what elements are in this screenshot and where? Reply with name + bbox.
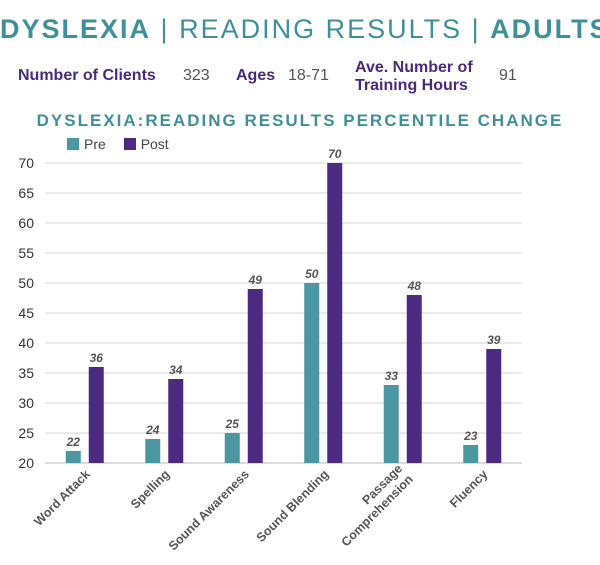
header-subject: READING RESULTS [179, 14, 463, 44]
x-tick-label-line: Fluency [447, 467, 490, 510]
data-label-pre: 24 [145, 423, 160, 437]
legend-swatch-post [123, 138, 136, 150]
y-tick-label: 30 [18, 395, 34, 411]
bar-pre [463, 445, 479, 463]
x-tick-label: Sound Blending [254, 467, 332, 545]
chart-legend: Pre Post [67, 136, 183, 152]
data-label-post: 36 [90, 351, 104, 365]
bar-post [327, 163, 343, 463]
y-tick-label: 40 [18, 335, 34, 351]
y-tick-label: 50 [18, 275, 34, 291]
data-label-post: 34 [169, 363, 183, 377]
x-tick-label-line: Word Attack [31, 467, 92, 528]
header-separator: | [471, 14, 481, 44]
stats-bar: Number of Clients 323 Ages 18-71 Ave. Nu… [18, 59, 588, 96]
x-tick-label: PassageComprehension [328, 462, 416, 550]
legend-swatch-pre [67, 138, 79, 150]
x-tick-label-line: Sound Awareness [166, 467, 252, 553]
hours-label-line2: Training Hours [355, 77, 468, 94]
bar-pre [304, 283, 320, 463]
bar-post [88, 367, 104, 463]
bar-post [168, 379, 184, 463]
x-tick-label: Word Attack [31, 467, 92, 528]
data-label-pre: 50 [305, 267, 319, 281]
legend-item-pre: Pre [67, 136, 106, 152]
hours-label-line1: Ave. Number of [355, 59, 473, 76]
data-label-post: 39 [487, 333, 501, 347]
y-tick-label: 65 [18, 185, 34, 201]
y-tick-label: 60 [18, 215, 34, 231]
data-label-pre: 25 [225, 417, 240, 431]
hours-value: 91 [499, 67, 517, 84]
data-label-pre: 22 [66, 435, 81, 449]
ages-label: Ages [236, 67, 276, 84]
ages-value: 18-71 [288, 67, 329, 84]
data-label-post: 49 [248, 273, 263, 287]
y-tick-label: 45 [18, 305, 34, 321]
bar-post [247, 289, 263, 463]
bar-post [406, 295, 422, 463]
page-header: DYSLEXIA | READING RESULTS | ADULTS [0, 14, 600, 45]
header-audience: ADULTS [490, 14, 600, 44]
y-tick-label: 70 [18, 155, 34, 171]
chart-title: DYSLEXIA:READING RESULTS PERCENTILE CHAN… [36, 111, 564, 130]
data-label-post: 48 [407, 279, 422, 293]
y-tick-label: 35 [18, 365, 34, 381]
bar-pre [145, 439, 161, 463]
x-tick-label: Sound Awareness [166, 467, 252, 553]
x-tick-label: Fluency [447, 467, 490, 510]
bar-pre [224, 433, 240, 463]
clients-value: 323 [183, 67, 210, 84]
x-tick-label-line: Spelling [128, 467, 172, 511]
header-topic: DYSLEXIA [0, 14, 152, 44]
x-tick-label-line: Sound Blending [254, 467, 332, 545]
data-label-pre: 33 [385, 369, 399, 383]
legend-item-post: Post [123, 136, 169, 152]
bar-pre [383, 385, 399, 463]
data-label-pre: 23 [463, 429, 478, 443]
clients-label: Number of Clients [18, 67, 156, 84]
legend-label-pre: Pre [84, 136, 106, 152]
legend-label-post: Post [140, 136, 169, 152]
y-tick-label: 25 [18, 425, 34, 441]
data-label-post: 70 [328, 147, 342, 161]
y-tick-label: 20 [18, 455, 34, 471]
bar-post [486, 349, 502, 463]
x-tick-label: Spelling [128, 467, 172, 511]
header-separator: | [160, 14, 170, 44]
bar-pre [65, 451, 81, 463]
y-tick-label: 55 [18, 245, 34, 261]
